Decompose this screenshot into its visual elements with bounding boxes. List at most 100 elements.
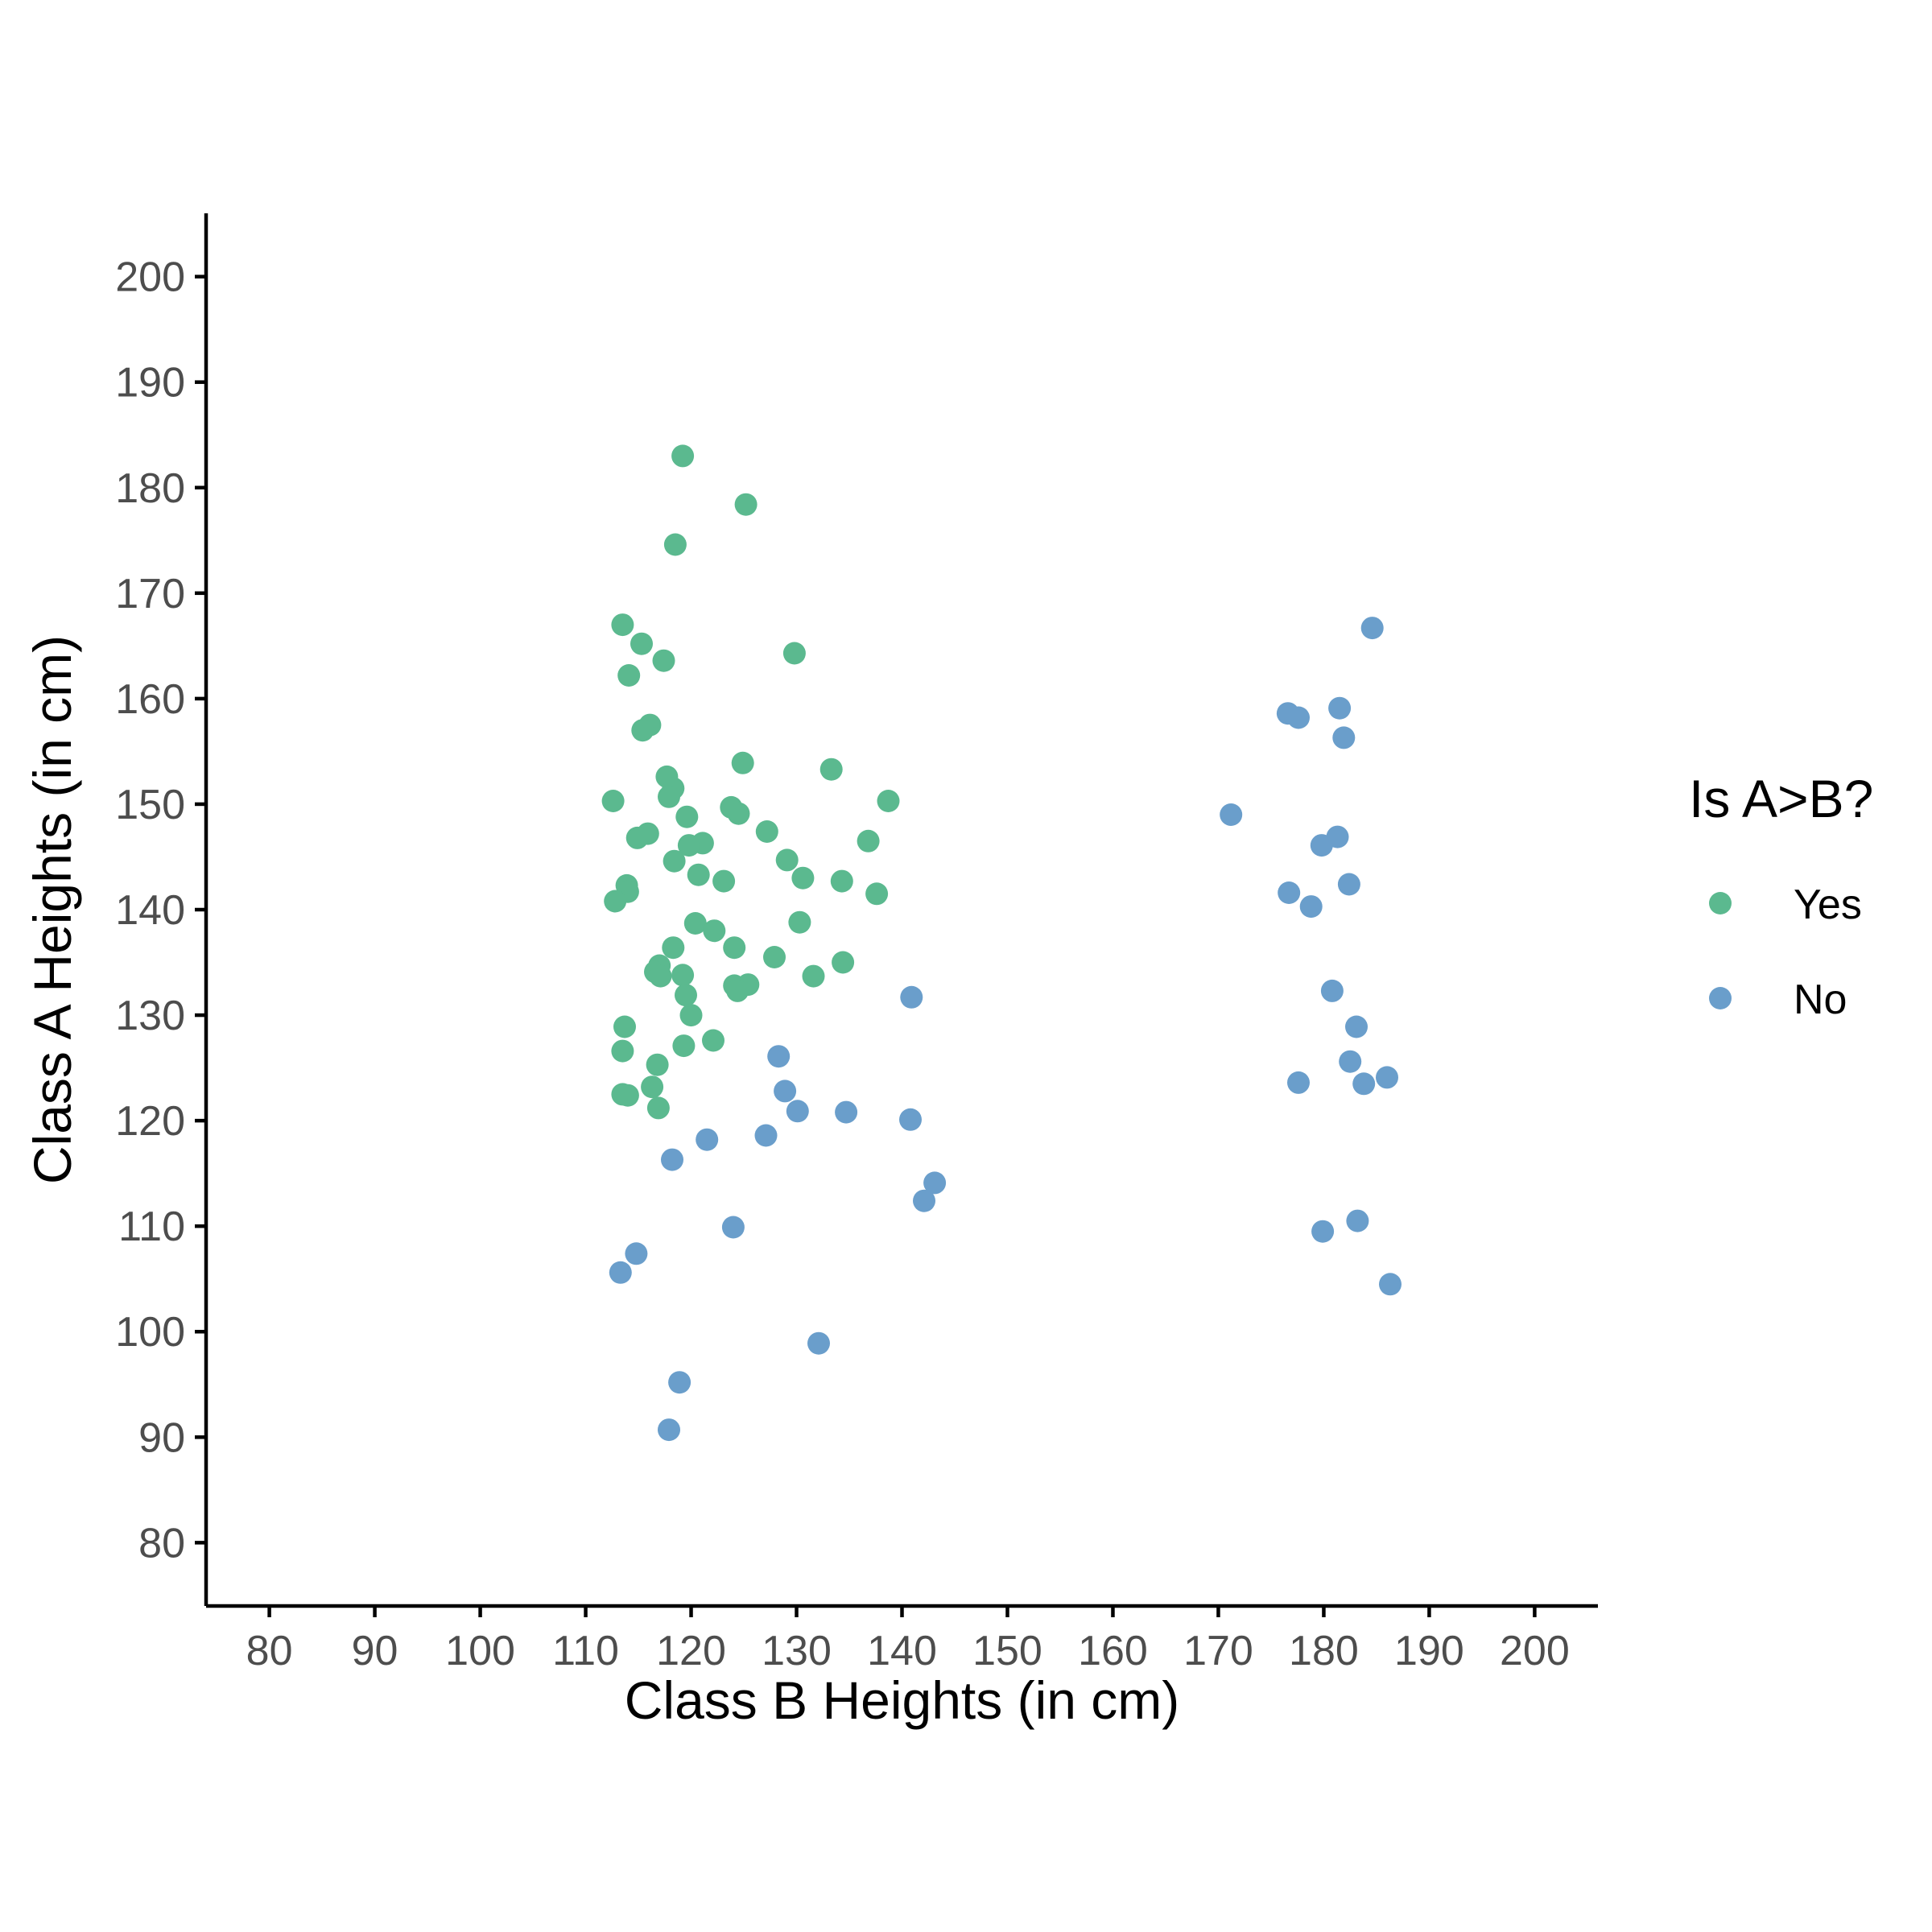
point-no bbox=[1287, 706, 1310, 729]
x-axis-title: Class B Heights (in cm) bbox=[625, 1670, 1180, 1730]
y-tick-label: 130 bbox=[115, 993, 185, 1039]
point-yes bbox=[712, 869, 736, 893]
point-no bbox=[1360, 617, 1384, 640]
point-no bbox=[1339, 1050, 1362, 1073]
point-no bbox=[696, 1128, 719, 1151]
y-tick-label: 200 bbox=[115, 254, 185, 301]
point-yes bbox=[675, 984, 697, 1007]
point-no bbox=[899, 1108, 922, 1131]
y-tick-label: 140 bbox=[115, 887, 185, 934]
point-no bbox=[767, 1045, 791, 1068]
point-no bbox=[1311, 1220, 1335, 1243]
point-yes bbox=[671, 444, 695, 468]
x-tick-label: 150 bbox=[972, 1628, 1042, 1674]
point-yes bbox=[782, 642, 806, 665]
point-yes bbox=[613, 1015, 636, 1038]
x-tick-label: 80 bbox=[246, 1628, 293, 1674]
point-no bbox=[774, 1080, 797, 1103]
x-tick-label: 110 bbox=[552, 1628, 619, 1674]
x-tick-label: 100 bbox=[445, 1628, 515, 1674]
x-tick-label: 140 bbox=[867, 1628, 937, 1674]
point-no bbox=[668, 1371, 691, 1394]
y-tick-label: 180 bbox=[115, 465, 185, 512]
point-yes bbox=[649, 964, 672, 988]
point-yes bbox=[672, 1034, 696, 1058]
point-yes bbox=[788, 910, 811, 934]
point-yes bbox=[865, 882, 889, 906]
legend-marker-yes bbox=[1709, 892, 1732, 914]
legend-title: Is A>B? bbox=[1689, 769, 1873, 828]
point-no bbox=[625, 1242, 648, 1265]
legend-label-yes: Yes bbox=[1794, 881, 1862, 928]
point-yes bbox=[663, 533, 687, 556]
legend: Is A>B? Yes No bbox=[1689, 769, 1873, 1023]
point-no bbox=[661, 1148, 683, 1171]
point-no bbox=[1328, 696, 1352, 720]
point-yes bbox=[611, 1039, 634, 1063]
point-yes bbox=[734, 493, 758, 516]
point-yes bbox=[683, 912, 707, 935]
point-yes bbox=[775, 848, 799, 872]
point-yes bbox=[703, 919, 726, 943]
point-no bbox=[1278, 881, 1301, 904]
point-yes bbox=[617, 664, 641, 687]
y-tick-label: 190 bbox=[115, 360, 185, 407]
point-yes bbox=[616, 1084, 639, 1107]
point-yes bbox=[723, 936, 746, 960]
x-tick-label: 120 bbox=[656, 1628, 726, 1674]
point-yes bbox=[755, 820, 778, 843]
x-tick-label: 170 bbox=[1183, 1628, 1253, 1674]
point-no bbox=[1310, 834, 1333, 857]
point-no bbox=[1220, 803, 1243, 826]
point-no bbox=[835, 1100, 858, 1124]
point-yes bbox=[631, 719, 654, 742]
point-no bbox=[1345, 1015, 1368, 1038]
y-tick-label: 90 bbox=[138, 1414, 185, 1461]
point-no bbox=[807, 1331, 830, 1355]
x-tick-label: 130 bbox=[762, 1628, 832, 1674]
point-yes bbox=[646, 1053, 669, 1076]
point-yes bbox=[679, 1004, 703, 1027]
y-tick-label: 100 bbox=[115, 1309, 185, 1356]
plot-points bbox=[601, 444, 1402, 1442]
y-tick-label: 170 bbox=[115, 571, 185, 617]
point-no bbox=[658, 1418, 680, 1442]
point-yes bbox=[652, 649, 675, 672]
legend-label-no: No bbox=[1794, 976, 1847, 1023]
point-yes bbox=[677, 834, 700, 857]
y-tick-label: 150 bbox=[115, 782, 185, 828]
x-axis: 80 90 100 110 120 130 140 150 160 170 180 190 200 bbox=[206, 1604, 1598, 1674]
point-yes bbox=[802, 964, 825, 988]
point-yes bbox=[663, 849, 686, 873]
point-yes bbox=[726, 979, 749, 1002]
point-no bbox=[609, 1261, 632, 1284]
y-axis-title: Class A Heights (in cm) bbox=[23, 635, 82, 1184]
y-tick-label: 120 bbox=[115, 1098, 185, 1145]
point-yes bbox=[625, 826, 649, 849]
point-no bbox=[900, 985, 923, 1009]
point-no bbox=[1337, 873, 1360, 896]
point-no bbox=[1376, 1066, 1398, 1089]
x-tick-label: 90 bbox=[352, 1628, 398, 1674]
point-no bbox=[721, 1216, 745, 1239]
point-yes bbox=[604, 890, 627, 913]
y-axis: 80 90 100 110 120 130 140 150 160 170 180 190 200 bbox=[115, 213, 208, 1606]
point-yes bbox=[877, 790, 900, 812]
point-yes bbox=[702, 1029, 724, 1052]
point-yes bbox=[731, 751, 754, 774]
point-yes bbox=[763, 946, 786, 968]
point-no bbox=[1332, 726, 1356, 749]
x-tick-label: 160 bbox=[1078, 1628, 1148, 1674]
y-tick-label: 110 bbox=[118, 1203, 185, 1250]
point-no bbox=[1346, 1209, 1369, 1232]
point-yes bbox=[727, 802, 750, 825]
point-no bbox=[923, 1171, 947, 1195]
point-no bbox=[1320, 979, 1344, 1002]
point-yes bbox=[658, 785, 680, 808]
point-no bbox=[754, 1124, 778, 1147]
point-yes bbox=[832, 951, 855, 974]
y-tick-label: 80 bbox=[138, 1520, 185, 1567]
point-no bbox=[1352, 1072, 1376, 1096]
